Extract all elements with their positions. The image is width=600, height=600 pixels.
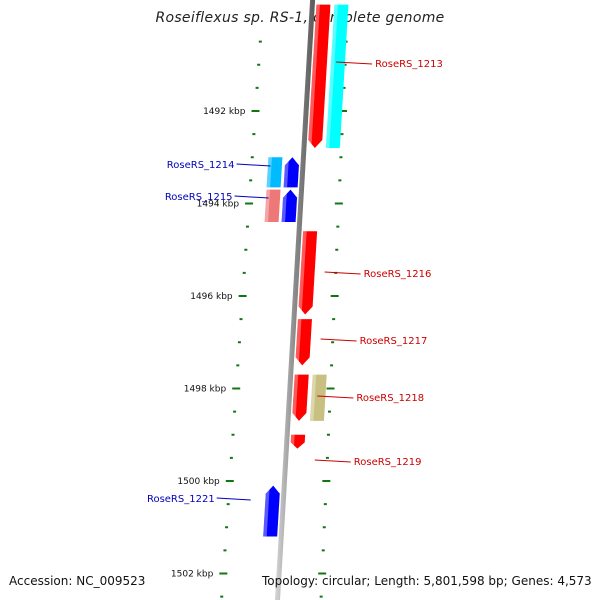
accession-value: NC_009523: [76, 574, 146, 588]
leader-line: [216, 497, 251, 501]
gene-g1214[interactable]: [283, 157, 299, 188]
gene-body[interactable]: [308, 4, 331, 148]
gene-label-text[interactable]: RoseRS_1215: [165, 192, 233, 203]
gene-highlight: [298, 231, 307, 315]
gene-body[interactable]: [309, 374, 327, 421]
gene-label-g1213[interactable]: RoseRS_1213: [336, 59, 443, 70]
gene-label-g1215[interactable]: RoseRS_1215: [165, 192, 269, 203]
gene-g1218[interactable]: [292, 374, 309, 421]
gene-g1217[interactable]: [295, 319, 312, 366]
genes-value: 4,573: [557, 574, 592, 588]
gene-label-g1217[interactable]: RoseRS_1217: [320, 336, 428, 347]
topology-label: Topology:: [262, 574, 319, 588]
gene-label-g1219[interactable]: RoseRS_1219: [314, 457, 422, 468]
gene-highlight: [283, 157, 289, 188]
gene-g1216[interactable]: [298, 231, 318, 315]
scale-label: 1492 kbp: [203, 107, 246, 117]
accession-label: Accession:: [9, 574, 73, 588]
gene-label-text[interactable]: RoseRS_1213: [375, 59, 443, 70]
leader-line: [336, 61, 373, 65]
gene-label-text[interactable]: RoseRS_1216: [364, 269, 432, 280]
topology-value: circular: [321, 574, 367, 588]
gene-body[interactable]: [281, 189, 298, 222]
gene-body[interactable]: [266, 157, 283, 188]
inner-tick-ring: [219, 40, 262, 598]
length-label: Length:: [374, 574, 420, 588]
scale-label: 1494 kbp: [197, 200, 240, 210]
gene-label-text[interactable]: RoseRS_1221: [147, 494, 215, 505]
gene-highlight: [325, 4, 338, 148]
gene-body[interactable]: [290, 434, 306, 449]
leader-line: [314, 459, 351, 463]
gene-g1213[interactable]: [308, 4, 331, 148]
scale-label: 1500 kbp: [177, 477, 220, 487]
gene-g1218-other[interactable]: [309, 374, 327, 421]
gene-g1221[interactable]: [263, 485, 280, 537]
gene-g1214-rna[interactable]: [266, 157, 283, 188]
gene-highlight: [309, 374, 317, 421]
gene-g1213-outer[interactable]: [325, 4, 349, 148]
gene-highlight: [266, 157, 272, 188]
gene-g1215[interactable]: [281, 189, 298, 222]
leader-line: [324, 271, 361, 275]
gene-highlight: [308, 4, 320, 148]
gene-label-text[interactable]: RoseRS_1219: [354, 457, 422, 468]
leader-line: [317, 395, 354, 399]
leader-line: [236, 163, 271, 167]
gene-highlight: [264, 189, 271, 222]
gene-body[interactable]: [295, 319, 312, 366]
gene-label-text[interactable]: RoseRS_1217: [360, 336, 428, 347]
gene-highlight: [281, 189, 288, 222]
scale-labels: 1492 kbp 1494 kbp 1496 kbp 1498 kbp 1500 kbp…: [171, 107, 246, 580]
scale-label: 1496 kbp: [190, 292, 233, 302]
gene-highlight: [295, 319, 302, 366]
gene-label-text[interactable]: RoseRS_1214: [167, 160, 235, 171]
gene-g1219[interactable]: [290, 434, 306, 449]
genome-summary: Topology: circular; Length: 5,801,598 bp…: [262, 574, 592, 588]
leader-line: [234, 195, 269, 199]
gene-features[interactable]: [263, 4, 349, 537]
gene-body[interactable]: [263, 485, 280, 537]
gene-label-g1218[interactable]: RoseRS_1218: [317, 393, 424, 404]
genes-label: Genes:: [511, 574, 554, 588]
backbone-line: [274, 0, 316, 600]
gene-highlight: [263, 485, 270, 537]
gene-body[interactable]: [325, 4, 349, 148]
gene-g1215-pseudo[interactable]: [264, 189, 281, 222]
gene-body[interactable]: [283, 157, 299, 188]
gene-label-text[interactable]: RoseRS_1218: [356, 393, 424, 404]
gene-label-g1214[interactable]: RoseRS_1214: [167, 160, 271, 171]
gene-label-g1221[interactable]: RoseRS_1221: [147, 494, 251, 505]
genome-backbone: [274, 0, 316, 600]
gene-highlight: [292, 374, 299, 421]
map-title: Roseiflexus sp. RS-1, complete genome: [155, 10, 445, 26]
gene-labels[interactable]: RoseRS_1213 RoseRS_1214 RoseRS_1215 RoseRS_…: [147, 59, 443, 505]
gene-highlight: [290, 434, 295, 449]
leader-line: [320, 338, 357, 342]
accession-line: Accession: NC_009523: [9, 574, 145, 588]
length-value: 5,801,598 bp: [423, 574, 504, 588]
scale-label: 1498 kbp: [184, 385, 227, 395]
gene-body[interactable]: [298, 231, 318, 315]
gene-label-g1216[interactable]: RoseRS_1216: [324, 269, 432, 280]
gene-body[interactable]: [292, 374, 309, 421]
scale-label: 1502 kbp: [171, 570, 214, 580]
